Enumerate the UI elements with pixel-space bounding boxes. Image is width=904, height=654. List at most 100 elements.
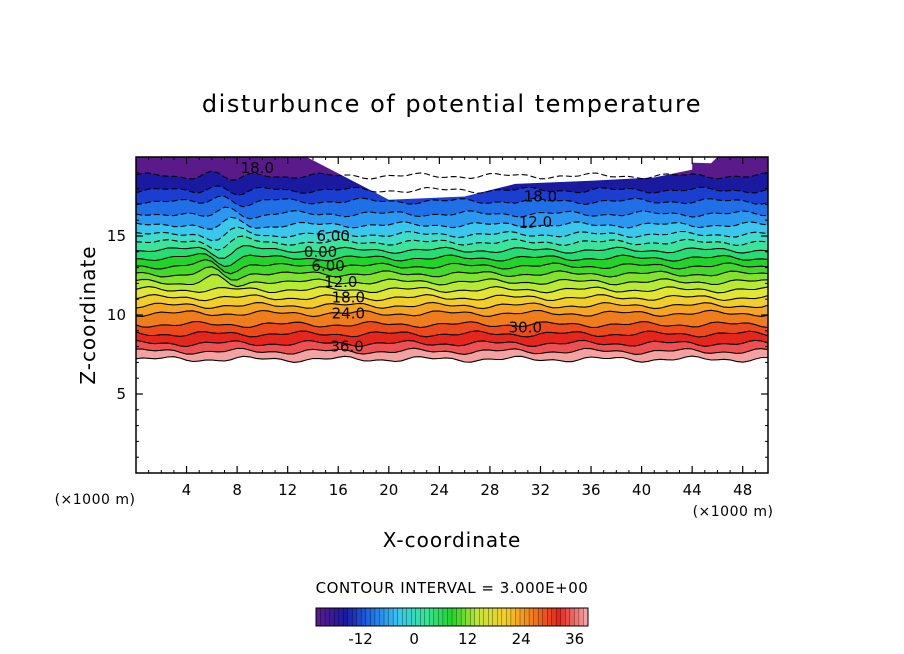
contour-line: [136, 274, 768, 288]
contour-label: 12.0: [519, 213, 552, 231]
contour-line: [136, 286, 768, 294]
contour-label: 18.0: [241, 159, 274, 177]
contour-line: [136, 355, 768, 363]
contour-label: 18.0: [524, 188, 557, 206]
colorbar-cell: [492, 607, 498, 627]
colorbar-cell: [442, 607, 448, 627]
contour-line: [136, 226, 768, 242]
contour-label: 36.0: [330, 338, 363, 356]
x-tick-label: 4: [182, 481, 192, 499]
x-tick-label: 12: [278, 481, 297, 499]
contour-line: [136, 339, 768, 348]
contour-line: [136, 235, 768, 251]
contour-line: [136, 330, 768, 338]
colorbar-cell: [547, 607, 553, 627]
colorbar-cell: [506, 607, 512, 627]
contour-line: [136, 301, 768, 310]
colorbar-tick-label: 24: [512, 630, 531, 648]
colorbar-cell: [379, 607, 385, 627]
colorbar-cell: [578, 607, 584, 627]
x-tick-label: 28: [480, 481, 499, 499]
colorbar-cell: [551, 607, 557, 627]
colorbar-cell: [338, 607, 344, 627]
colorbar-cell: [411, 607, 417, 627]
undefined-region: [660, 157, 718, 164]
colorbar-cell: [560, 607, 566, 627]
x-tick-label: 16: [329, 481, 348, 499]
colorbar-cell: [415, 607, 421, 627]
x-tick-label: 48: [733, 481, 752, 499]
colorbar-cell: [347, 607, 353, 627]
contour-labels: 18.018.012.06.000.006.0012.018.024.030.0…: [241, 159, 558, 356]
colorbar-cell: [361, 607, 367, 627]
colorbar-cell: [420, 607, 426, 627]
x-tick-label: 44: [683, 481, 702, 499]
contour-lines: [136, 170, 768, 363]
contour-label: 12.0: [324, 273, 357, 291]
contour-line: [136, 206, 768, 220]
colorbar-cell: [383, 607, 389, 627]
contour-label: 24.0: [332, 304, 365, 322]
y-tick-label: 5: [116, 385, 126, 403]
colorbar-cell: [424, 607, 430, 627]
contour-fill: [136, 157, 768, 363]
colorbar-cell: [333, 607, 340, 627]
contour-line: [136, 195, 768, 208]
colorbar-cell: [438, 607, 444, 627]
contour-interval-label: CONTOUR INTERVAL = 3.000E+00: [316, 579, 589, 597]
contour-line: [136, 245, 768, 259]
contour-label: 6.00: [311, 257, 344, 275]
colorbar-cell: [324, 607, 331, 627]
colorbar-cell: [370, 607, 376, 627]
contour-label: 6.00: [316, 227, 349, 245]
colorbar-cell: [397, 607, 403, 627]
colorbar-cell: [429, 607, 435, 627]
contour-line: [136, 185, 768, 196]
colorbar-cell: [392, 607, 399, 627]
colorbar-cell: [388, 607, 394, 627]
colorbar-cell: [497, 607, 503, 627]
contour-line: [136, 320, 768, 329]
colorbar-cell: [510, 607, 516, 627]
contour-line: [136, 216, 768, 230]
contour-line: [136, 170, 768, 181]
colorbar-cell: [406, 607, 412, 627]
colorbar-cell: [460, 607, 467, 627]
colorbar-cell: [515, 607, 521, 627]
colorbar-cell: [352, 607, 358, 627]
colorbar-cell: [519, 607, 525, 627]
colorbar-cell: [501, 607, 507, 627]
colorbar-tick-label: -12: [348, 630, 373, 648]
colorbar-cell: [488, 607, 494, 627]
contour-line: [136, 266, 768, 281]
x-tick-label: 40: [632, 481, 651, 499]
x-tick-label: 24: [430, 481, 449, 499]
colorbar-tick-label: 0: [409, 630, 419, 648]
chart-title: disturbunce of potential temperature: [202, 90, 702, 118]
undefined-region: [306, 157, 693, 200]
colorbar-frame: [315, 607, 589, 627]
colorbar-cell: [524, 607, 530, 627]
contour-label: 18.0: [332, 289, 365, 307]
y-tick-label: 10: [107, 306, 126, 324]
colorbar-cell: [483, 607, 489, 627]
x-tick-label: 36: [581, 481, 600, 499]
contour-line: [136, 252, 768, 268]
colorbar-cell: [343, 607, 349, 627]
colorbar-cell: [374, 607, 380, 627]
colorbar-cell: [456, 607, 462, 627]
contour-line: [136, 294, 768, 302]
colorbar-tick-label: 36: [565, 630, 584, 648]
y-axis-label: Z-coordinate: [76, 245, 100, 384]
colorbar-cell: [574, 607, 580, 627]
x-unit-label: (×1000 m): [693, 504, 774, 520]
y-unit-label: (×1000 m): [55, 492, 136, 508]
contour-label: 0.00: [304, 243, 337, 261]
colorbar: -12 0 12 24 36: [315, 607, 589, 648]
colorbar-cell: [556, 607, 562, 627]
colorbar-cell: [479, 607, 485, 627]
contour-line: [136, 309, 768, 318]
colorbar-cell: [315, 607, 321, 627]
